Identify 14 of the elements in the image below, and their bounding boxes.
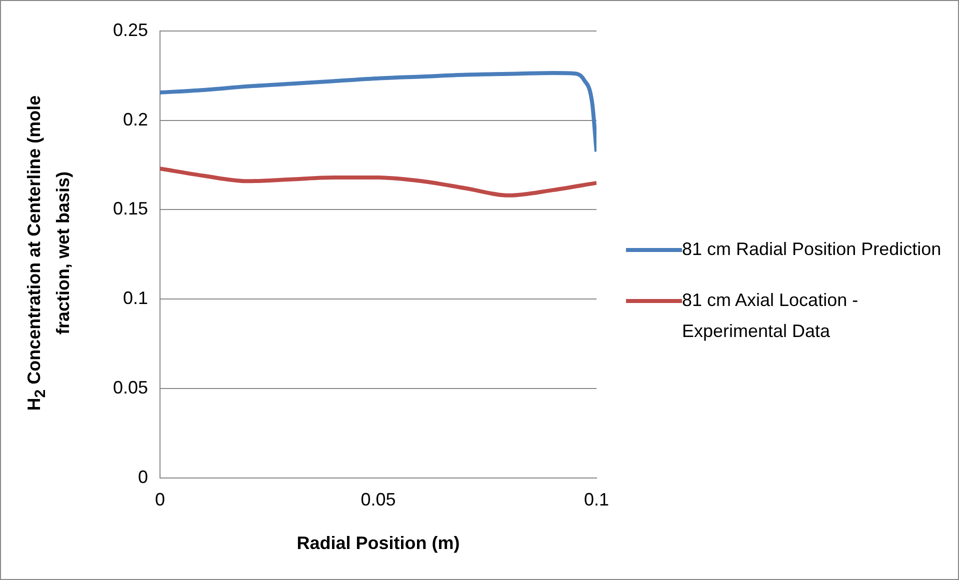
x-tick-label: 0.05 (360, 490, 396, 510)
x-tick-label: 0 (155, 490, 166, 510)
y-tick-label: 0.1 (123, 288, 148, 308)
legend-label: 81 cm Radial Position Prediction (682, 238, 942, 260)
x-tick-label: 0.1 (584, 490, 610, 510)
y-tick-label: 0 (138, 466, 148, 487)
y-tick-label: 0.25 (112, 20, 148, 40)
y-tick-label: 0.2 (123, 109, 148, 130)
legend-label: 81 cm Axial Location - Experimental Data (682, 288, 860, 343)
x-axis-title: Radial Position (m) (296, 533, 460, 554)
line-series (160, 71, 596, 154)
line-series (160, 166, 596, 198)
y-tick-label: 0.15 (112, 198, 148, 219)
y-tick-label: 0.05 (112, 377, 148, 398)
